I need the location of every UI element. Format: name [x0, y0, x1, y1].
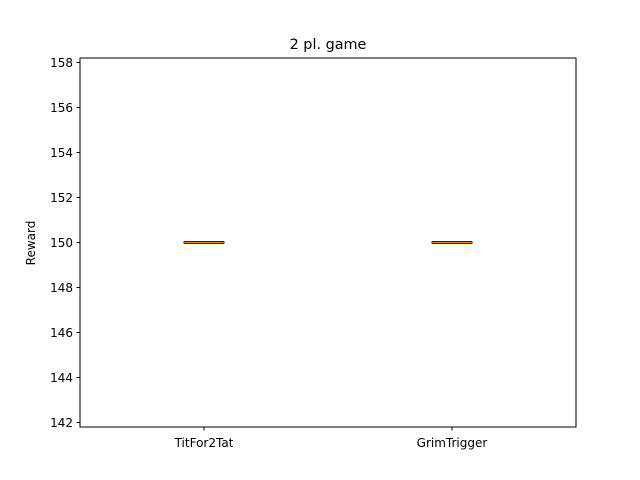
- x-tick-label: TitFor2Tat: [174, 436, 234, 450]
- x-tick-label: GrimTrigger: [417, 436, 488, 450]
- plot-frame: [79, 57, 577, 428]
- chart-title: 2 pl. game: [290, 37, 367, 53]
- box-plots: [183, 241, 473, 244]
- x-axis: TitFor2Tat GrimTrigger: [174, 427, 488, 450]
- y-tick-label: 154: [50, 146, 73, 160]
- y-tick-label: 152: [50, 191, 73, 205]
- y-axis: 142 144 146 148 150 152 154 156 158: [50, 56, 80, 430]
- y-tick-label: 156: [50, 101, 73, 115]
- y-tick-label: 158: [50, 56, 73, 70]
- box-plot: [431, 241, 473, 244]
- box-plot: [183, 241, 225, 244]
- y-tick-label: 142: [50, 416, 73, 430]
- y-tick-label: 150: [50, 236, 73, 250]
- y-axis-label: Reward: [24, 221, 38, 266]
- y-tick-label: 146: [50, 326, 73, 340]
- y-tick-label: 144: [50, 371, 73, 385]
- y-tick-label: 148: [50, 281, 73, 295]
